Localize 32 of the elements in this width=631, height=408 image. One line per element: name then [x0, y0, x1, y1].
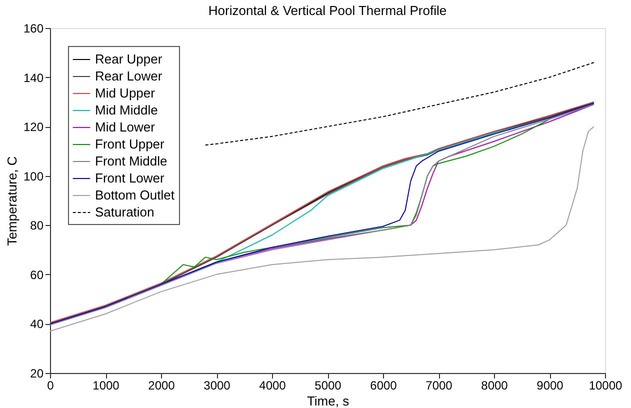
- legend-label: Mid Upper: [95, 86, 156, 100]
- x-tick-label: 6000: [370, 378, 398, 392]
- legend-label: Front Upper: [95, 136, 166, 152]
- legend-label: Bottom Outlet: [95, 188, 175, 202]
- x-tick-label: 2000: [148, 378, 176, 392]
- legend-label: Mid Middle: [95, 102, 158, 118]
- y-tick-label: 20: [30, 366, 44, 380]
- y-tick-label: 140: [23, 70, 44, 85]
- legend-label: Saturation: [95, 204, 154, 220]
- y-tick-label: 160: [23, 22, 44, 36]
- x-tick-label: 4000: [259, 378, 286, 392]
- y-tick-label: 60: [30, 268, 44, 282]
- y-tick-label: 100: [23, 169, 44, 184]
- x-tick-label: 9000: [536, 378, 564, 392]
- y-tick-label: 40: [30, 317, 44, 332]
- legend-label: Front Middle: [95, 154, 168, 168]
- x-tick-label: 8000: [481, 378, 508, 392]
- x-tick-label: 3000: [204, 378, 231, 392]
- chart-title: Horizontal & Vertical Pool Thermal Profile: [208, 3, 447, 18]
- legend-label: Rear Upper: [95, 52, 163, 66]
- legend-label: Rear Lower: [95, 68, 163, 84]
- y-axis-title: Temperature, C: [4, 156, 20, 246]
- x-axis-title: Time, s: [306, 394, 350, 408]
- y-tick-label: 80: [30, 218, 44, 233]
- x-tick-label: 1000: [92, 378, 120, 392]
- legend-label: Mid Lower: [95, 120, 156, 134]
- x-tick-label: 7000: [426, 378, 453, 392]
- x-tick-label: 5000: [314, 378, 342, 392]
- y-tick-label: 120: [23, 120, 44, 134]
- legend-label: Front Lower: [95, 170, 166, 186]
- x-tick-label: 0: [47, 378, 54, 392]
- x-tick-label: 10000: [588, 378, 623, 392]
